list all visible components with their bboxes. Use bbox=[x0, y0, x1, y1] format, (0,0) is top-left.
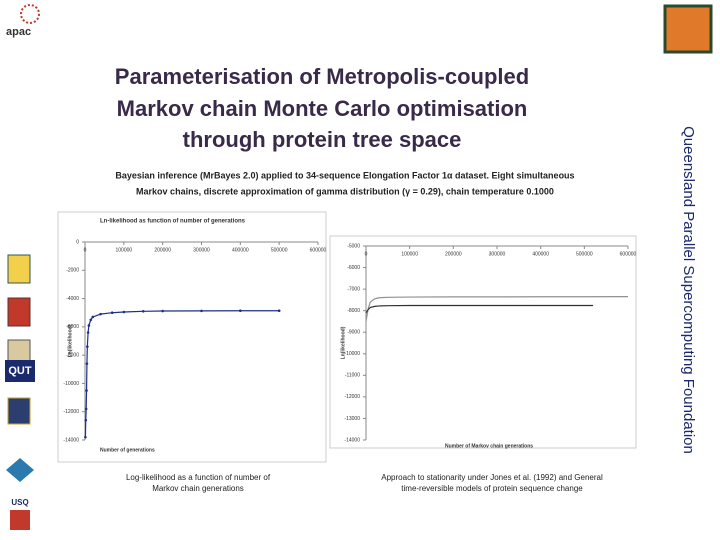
logo-strip: apac QUT USQ bbox=[5, 4, 713, 530]
x-tick-label: 100000 bbox=[401, 251, 418, 257]
x-tick-label: 500000 bbox=[271, 247, 288, 253]
y-tick-label: -6000 bbox=[347, 265, 360, 271]
y-tick-label: -12000 bbox=[63, 409, 79, 415]
y-tick-label: -13000 bbox=[344, 416, 360, 422]
caption-line: Log-likelihood as a function of number o… bbox=[126, 473, 271, 482]
caption-line: Approach to stationarity under Jones et … bbox=[381, 473, 603, 482]
apac-logo: apac bbox=[6, 26, 31, 38]
y-tick-label: -5000 bbox=[347, 243, 360, 249]
usq-logo: USQ bbox=[11, 498, 28, 507]
subtitle-line: Markov chains, discrete approximation of… bbox=[136, 186, 554, 196]
x-tick-label: 100000 bbox=[115, 247, 132, 253]
chart-title: Ln-likelihood as function of number of g… bbox=[100, 219, 246, 225]
x-axis-label: Number of Markov chain generations bbox=[445, 443, 533, 449]
x-tick-label: 0 bbox=[84, 247, 87, 253]
x-tick-label: 400000 bbox=[532, 251, 549, 257]
y-tick-label: -6000 bbox=[66, 324, 79, 330]
y-tick-label: -8000 bbox=[347, 308, 360, 314]
data-point bbox=[99, 312, 102, 316]
caption-line: Markov chain generations bbox=[152, 484, 244, 493]
y-tick-label: 0 bbox=[76, 239, 79, 245]
y-tick-label: -10000 bbox=[63, 381, 79, 387]
crest bbox=[7, 397, 31, 425]
x-tick-label: 400000 bbox=[232, 247, 249, 253]
data-point bbox=[87, 324, 91, 327]
title-line: Parameterisation of Metropolis-coupled bbox=[115, 64, 529, 89]
data-point bbox=[85, 362, 89, 365]
data-point bbox=[91, 315, 95, 319]
data-line bbox=[365, 296, 629, 322]
crest bbox=[10, 510, 30, 530]
captions: Log-likelihood as a function of number o… bbox=[126, 473, 603, 493]
y-tick-label: -11000 bbox=[345, 373, 360, 379]
y-tick-label: -12000 bbox=[344, 394, 360, 400]
y-tick-label: -8000 bbox=[66, 352, 79, 358]
y-tick-label: -7000 bbox=[347, 286, 360, 292]
crest bbox=[7, 297, 31, 327]
x-tick-label: 300000 bbox=[489, 251, 506, 257]
data-point bbox=[86, 331, 90, 334]
data-point bbox=[84, 418, 88, 422]
caption-line: time-reversible models of protein sequen… bbox=[401, 484, 583, 493]
data-point bbox=[122, 310, 126, 314]
data-point bbox=[200, 309, 203, 313]
qut-logo: QUT bbox=[8, 365, 32, 377]
x-tick-label: 600000 bbox=[620, 251, 637, 257]
x-tick-label: 200000 bbox=[445, 251, 462, 257]
x-tick-label: 500000 bbox=[576, 251, 593, 257]
title-line: through protein tree space bbox=[183, 127, 462, 152]
y-tick-label: -2000 bbox=[66, 268, 79, 274]
subtitle: Bayesian inference (MrBayes 2.0) applied… bbox=[115, 170, 574, 196]
y-tick-label: -10000 bbox=[344, 351, 360, 357]
data-point bbox=[277, 309, 281, 313]
data-line bbox=[84, 310, 280, 438]
y-axis-label: Ln(likelihood) bbox=[340, 326, 346, 359]
x-tick-label: 300000 bbox=[193, 247, 210, 253]
logo-shape bbox=[6, 458, 34, 482]
data-line bbox=[365, 304, 594, 314]
x-tick-label: 200000 bbox=[154, 247, 171, 253]
title: Parameterisation of Metropolis-coupled M… bbox=[115, 64, 529, 152]
subtitle-line: Bayesian inference (MrBayes 2.0) applied… bbox=[115, 170, 574, 180]
data-point bbox=[84, 407, 88, 411]
crest bbox=[7, 254, 31, 284]
qut-box bbox=[5, 360, 35, 382]
chart-frame bbox=[329, 235, 637, 449]
y-tick-label: -9000 bbox=[347, 330, 360, 336]
data-point bbox=[161, 309, 164, 313]
title-line: Markov chain Monte Carlo optimisation bbox=[117, 96, 528, 121]
y-tick-label: -4000 bbox=[66, 296, 79, 302]
y-tick-label: -14000 bbox=[63, 437, 79, 443]
qpsf-logo bbox=[663, 4, 713, 54]
y-axis-label: Ln(likelihood) bbox=[67, 324, 73, 357]
data-point bbox=[84, 435, 87, 439]
chart-frame bbox=[57, 211, 327, 463]
data-point bbox=[239, 309, 242, 313]
data-point bbox=[85, 389, 88, 392]
x-tick-label: 600000 bbox=[310, 247, 327, 253]
side-text: Queensland Parallel Supercomputing Found… bbox=[680, 126, 697, 454]
apac-icon bbox=[20, 4, 40, 24]
data-point bbox=[89, 318, 93, 322]
data-point bbox=[110, 311, 114, 315]
data-point bbox=[86, 345, 89, 348]
x-axis-label: Number of generations bbox=[100, 447, 155, 453]
data-point bbox=[141, 310, 145, 313]
x-tick-label: 0 bbox=[365, 251, 368, 257]
y-tick-label: -14000 bbox=[344, 437, 360, 443]
